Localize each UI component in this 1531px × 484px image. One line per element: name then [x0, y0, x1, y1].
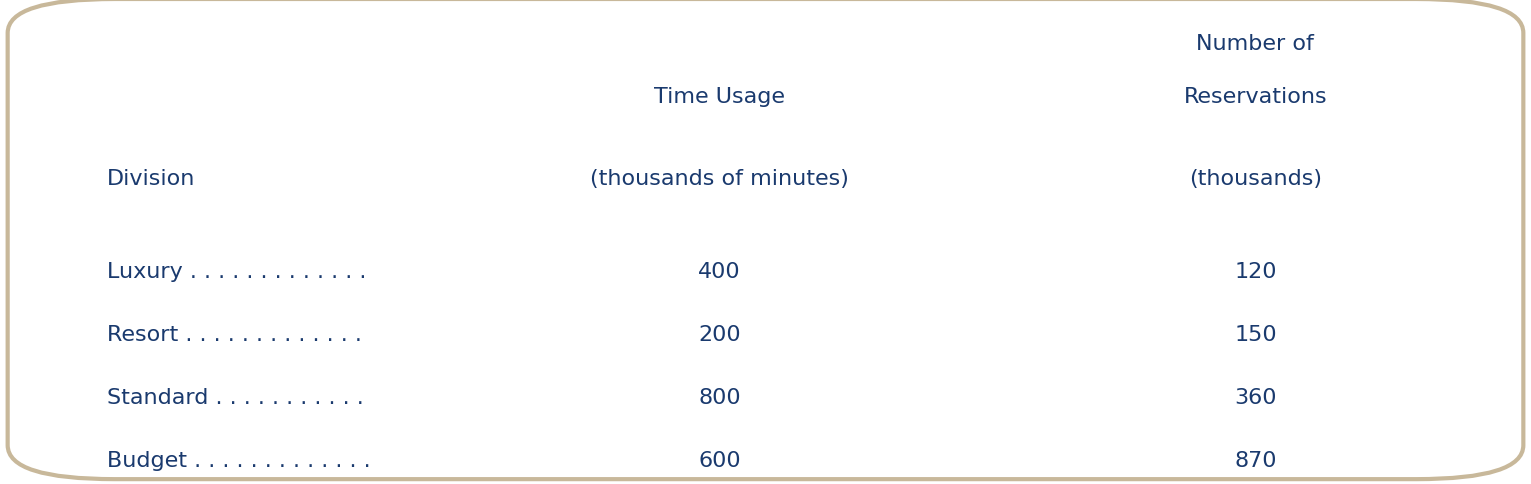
Text: 600: 600	[698, 450, 741, 470]
Text: 870: 870	[1234, 450, 1277, 470]
Text: 120: 120	[1234, 261, 1277, 281]
Text: Division: Division	[107, 169, 196, 189]
Text: (thousands): (thousands)	[1190, 169, 1321, 189]
Text: 200: 200	[698, 324, 741, 344]
Text: (thousands of minutes): (thousands of minutes)	[589, 169, 850, 189]
Text: 360: 360	[1234, 387, 1277, 407]
Text: Resort . . . . . . . . . . . . .: Resort . . . . . . . . . . . . .	[107, 324, 361, 344]
Text: Time Usage: Time Usage	[654, 87, 785, 107]
Text: 400: 400	[698, 261, 741, 281]
Text: Standard . . . . . . . . . . .: Standard . . . . . . . . . . .	[107, 387, 364, 407]
FancyBboxPatch shape	[8, 0, 1523, 479]
Text: Budget . . . . . . . . . . . . .: Budget . . . . . . . . . . . . .	[107, 450, 371, 470]
Text: 150: 150	[1234, 324, 1277, 344]
Text: Reservations: Reservations	[1183, 87, 1327, 107]
Text: 800: 800	[698, 387, 741, 407]
Text: Number of: Number of	[1197, 33, 1314, 54]
Text: Luxury . . . . . . . . . . . . .: Luxury . . . . . . . . . . . . .	[107, 261, 366, 281]
